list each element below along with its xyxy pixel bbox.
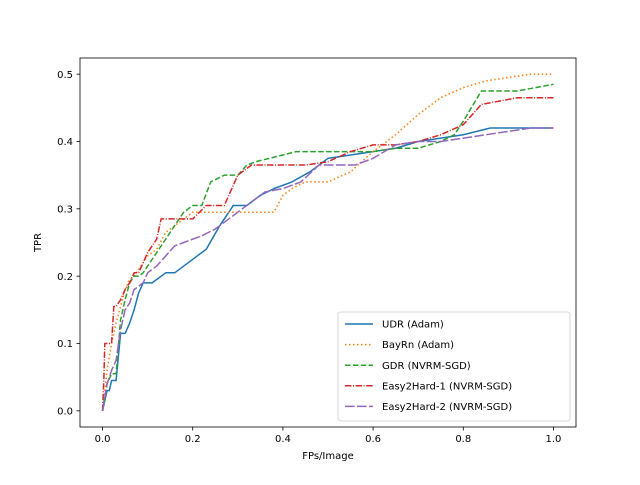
axes-frame	[79, 57, 577, 428]
series-line-1	[101, 127, 554, 412]
legend-label-2: BayRn (Adam)	[382, 340, 454, 351]
x-ticks: 0.0 0.2 0.4 0.6 0.8 1.0	[95, 427, 562, 445]
series-line-3	[101, 83, 554, 411]
x-tick-label: 0.4	[275, 434, 291, 445]
legend-label-1: UDR (Adam)	[382, 320, 444, 331]
series-line-5	[101, 127, 554, 411]
y-tick-label: 0.4	[57, 137, 73, 148]
legend-box	[337, 311, 571, 422]
y-tick-label: 0.3	[57, 204, 73, 215]
x-tick-label: 1.0	[546, 434, 562, 445]
x-tick-label: 0.8	[455, 434, 471, 445]
series-line-4	[101, 96, 554, 411]
legend: UDR (Adam) BayRn (Adam) GDR (NVRM-SGD) Easy…	[337, 311, 571, 422]
series-layer	[101, 73, 554, 412]
y-tick-label: 0.5	[57, 70, 73, 81]
y-tick-label: 0.0	[57, 406, 73, 417]
y-ticks: 0.0 0.1 0.2 0.3 0.4 0.5	[57, 70, 80, 417]
x-tick-label: 0.2	[185, 434, 201, 445]
x-tick-label: 0.0	[95, 434, 111, 445]
legend-label-5: Easy2Hard-2 (NVRM-SGD)	[382, 402, 512, 413]
legend-label-4: Easy2Hard-1 (NVRM-SGD)	[382, 381, 512, 392]
x-tick-label: 0.6	[365, 434, 381, 445]
y-axis-label: TPR	[33, 233, 44, 253]
series-line-2	[101, 73, 554, 411]
y-tick-label: 0.2	[57, 272, 73, 283]
x-axis-label: FPs/Image	[302, 451, 354, 462]
legend-label-3: GDR (NVRM-SGD)	[382, 361, 471, 372]
y-tick-label: 0.1	[57, 339, 73, 350]
